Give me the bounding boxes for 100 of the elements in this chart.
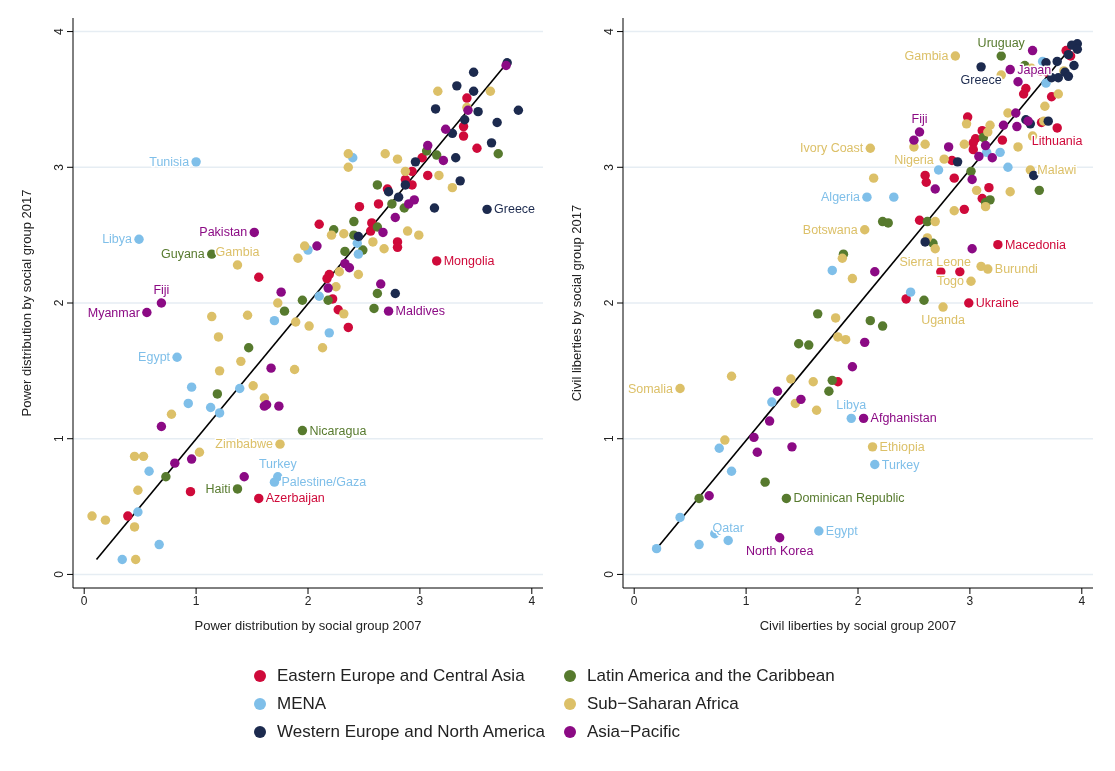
point — [317, 343, 328, 353]
point — [156, 421, 167, 432]
point — [1005, 187, 1015, 197]
point — [324, 328, 334, 338]
x-axis-title: Power distribution by social group 2007 — [194, 618, 422, 633]
point — [459, 115, 470, 125]
point — [205, 402, 216, 413]
point — [513, 105, 524, 115]
point — [214, 408, 225, 418]
point — [787, 442, 797, 452]
point — [808, 377, 818, 387]
y-tick-label: 4 — [52, 27, 66, 35]
point — [1027, 45, 1038, 56]
point — [462, 93, 472, 103]
point — [314, 219, 324, 229]
point — [976, 62, 986, 72]
point — [1005, 64, 1015, 75]
point — [833, 332, 843, 342]
point — [249, 227, 260, 238]
point — [410, 157, 421, 167]
point — [868, 173, 879, 183]
annotation: Lithuania — [1031, 133, 1083, 148]
point — [372, 288, 383, 299]
point — [434, 170, 444, 181]
legend-label: MENA — [277, 694, 327, 714]
point — [372, 180, 383, 190]
annotation: Zimbabwe — [215, 437, 274, 452]
point — [804, 340, 814, 350]
point — [781, 493, 792, 504]
point — [651, 543, 662, 554]
point — [100, 515, 111, 525]
point — [967, 244, 977, 254]
annotation: Greece — [960, 72, 1002, 87]
point — [468, 86, 479, 96]
point — [455, 176, 465, 186]
point — [675, 383, 685, 394]
point — [984, 182, 994, 193]
point — [980, 140, 991, 151]
point — [130, 554, 141, 565]
point — [473, 106, 483, 117]
point — [949, 173, 959, 183]
point — [914, 215, 925, 225]
point — [343, 322, 354, 333]
point — [423, 170, 433, 181]
point — [752, 447, 763, 457]
y-axis-title: Civil liberties by social group 2017 — [568, 204, 584, 402]
point — [243, 343, 254, 353]
point — [266, 363, 276, 373]
y-tick-label: 0 — [52, 570, 66, 578]
y-tick-label: 0 — [602, 570, 616, 578]
point — [254, 493, 264, 504]
annotation: Pakistan — [199, 225, 248, 240]
point — [186, 454, 197, 464]
point — [87, 511, 97, 521]
point — [995, 147, 1005, 158]
point — [392, 154, 403, 164]
point — [814, 526, 824, 536]
point — [921, 177, 931, 187]
point — [1063, 71, 1074, 82]
point — [980, 201, 991, 212]
point — [430, 104, 441, 114]
annotation: Macedonia — [1004, 237, 1067, 252]
point — [123, 511, 133, 521]
point — [273, 298, 283, 308]
point — [760, 477, 770, 487]
annotation: Azerbaijan — [265, 491, 325, 506]
point — [403, 199, 414, 209]
point — [372, 222, 383, 232]
annotation: Togo — [936, 274, 965, 289]
point — [213, 332, 224, 342]
point — [343, 162, 354, 172]
point — [304, 321, 314, 331]
point — [796, 394, 806, 405]
point — [983, 127, 993, 137]
point — [378, 227, 388, 238]
point — [485, 86, 496, 96]
point — [974, 151, 984, 162]
point — [1003, 162, 1013, 172]
point — [914, 127, 925, 137]
point — [938, 302, 948, 312]
point — [983, 264, 993, 274]
legend-label: Latin America and the Caribbean — [587, 666, 835, 686]
point — [694, 539, 704, 550]
point — [859, 225, 870, 235]
annotation: Greece — [494, 202, 536, 217]
point — [393, 192, 404, 202]
point — [939, 154, 949, 164]
point — [133, 485, 143, 495]
point — [1028, 170, 1039, 181]
point — [452, 81, 462, 91]
point — [212, 389, 223, 399]
point — [492, 117, 502, 128]
x-tick-label: 0 — [630, 593, 638, 608]
annotation: Libya — [102, 232, 133, 247]
point — [144, 466, 154, 476]
point — [185, 486, 196, 497]
point — [889, 192, 899, 202]
point — [961, 119, 972, 129]
point — [930, 184, 940, 194]
point — [922, 216, 933, 227]
